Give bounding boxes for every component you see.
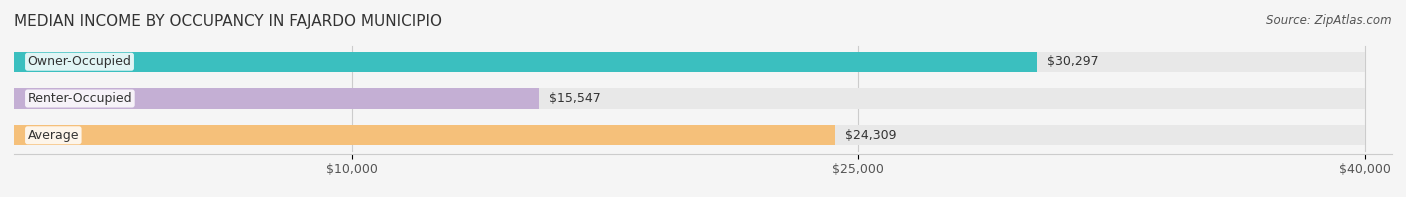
Text: Renter-Occupied: Renter-Occupied <box>28 92 132 105</box>
Text: MEDIAN INCOME BY OCCUPANCY IN FAJARDO MUNICIPIO: MEDIAN INCOME BY OCCUPANCY IN FAJARDO MU… <box>14 14 441 29</box>
Bar <box>14 52 1365 72</box>
Text: $30,297: $30,297 <box>1047 55 1099 68</box>
Text: $24,309: $24,309 <box>845 129 897 142</box>
Bar <box>14 88 538 109</box>
Text: Average: Average <box>28 129 79 142</box>
Text: Source: ZipAtlas.com: Source: ZipAtlas.com <box>1267 14 1392 27</box>
Text: Owner-Occupied: Owner-Occupied <box>28 55 131 68</box>
Bar <box>14 125 1365 145</box>
Bar <box>14 88 1365 109</box>
Bar <box>14 52 1038 72</box>
Bar <box>14 125 835 145</box>
Text: $15,547: $15,547 <box>550 92 600 105</box>
